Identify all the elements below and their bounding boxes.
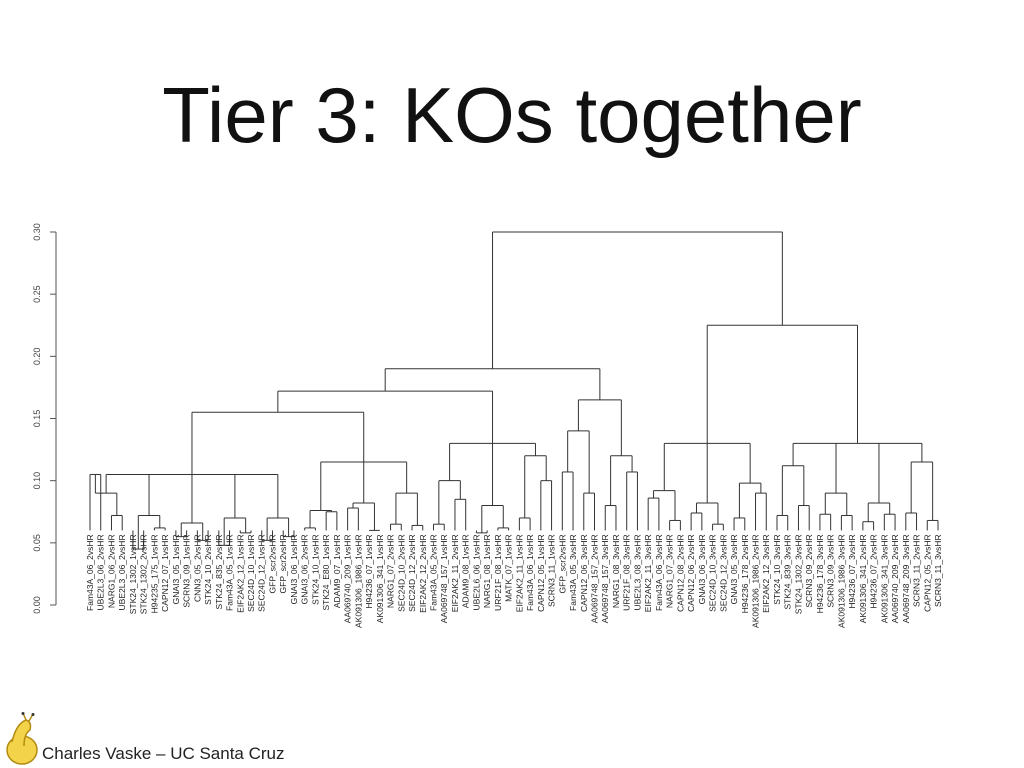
leaf-label: STK24_1302_2vsHR xyxy=(139,534,149,614)
leaf-label: SEC24D_10_1vsHR xyxy=(246,534,256,611)
leaf-label: EIF2AK2_12_2vsHR xyxy=(418,534,428,612)
leaf-label: NARG1_08_3vsHR xyxy=(611,534,621,608)
leaf-label: GNAI3_05_1vsHR xyxy=(171,534,181,604)
leaf-label: STK24_1302_1vsHR xyxy=(128,534,138,614)
banana-slug-logo-icon xyxy=(6,712,38,765)
leaf-label: Fam43A_05_1vsHR xyxy=(225,534,235,611)
leaf-label: SCRN3_09_3vsHR xyxy=(826,534,836,607)
leaf-label: SCRN3_11_3vsHR xyxy=(933,534,943,607)
y-tick-label: 0.25 xyxy=(32,285,42,303)
leaf-label: H94236_07_2vsHR xyxy=(869,534,879,608)
leaf-label: NARG1_07_2vsHR xyxy=(386,534,396,608)
y-tick-label: 0.05 xyxy=(32,534,42,552)
leaf-label: GNAI3_06_1vsHR xyxy=(289,534,299,604)
leaf-label: SCRN3_11_1vsHR xyxy=(547,534,557,607)
leaf-label: UBE2L3_06_2vsHR xyxy=(96,534,106,610)
leaf-label: AA069748_157_3vsHR xyxy=(600,534,610,623)
leaf-label: ADAM9_07_1vsHR xyxy=(332,534,342,608)
leaf-label: AK091306_1986_1vsHR xyxy=(353,534,363,628)
leaf-label: STK24_1302_3vsHR xyxy=(793,534,803,614)
leaf-label: UBE2L3_06_2vsHR xyxy=(117,534,127,610)
leaf-label: H94236_07_3vsHR xyxy=(847,534,857,608)
leaf-label: URF21F_08_3vsHR xyxy=(622,534,632,611)
leaf-label: SEC24D_10_3vsHR xyxy=(708,534,718,611)
leaf-label: STK24_835_2vsHR xyxy=(214,534,224,609)
leaf-label: Fam43A_05_2vsHR xyxy=(428,534,438,611)
leaf-label: CAPN12_05_2vsHR xyxy=(922,534,932,611)
leaf-label: AK091306_341_1vsHR xyxy=(375,534,385,623)
leaf-label: H94236_178_2vsHR xyxy=(740,534,750,613)
leaf-label: CAPN12_07_1vsHR xyxy=(160,534,170,611)
leaf-label: AK091306_1986_3vsHR xyxy=(836,534,846,628)
slide-title: Tier 3: KOs together xyxy=(162,71,862,159)
leaf-label: EIF2AK2_11_1vsHR xyxy=(514,534,524,612)
leaf-label: STK24_10_3vsHR xyxy=(772,534,782,604)
leaf-label: STK24_839_3vsHR xyxy=(783,534,793,609)
leaf-label: ADAM9_08_1vsHR xyxy=(461,534,471,608)
leaf-label: H94235_175_1vsHR xyxy=(149,534,159,613)
leaf-label: EIF2AK2_12_1vsHR xyxy=(235,534,245,612)
leaf-label: CAPN12_06_3vsHR xyxy=(579,534,589,611)
leaf-label: STK24_10_1vsHR xyxy=(310,534,320,604)
leaf-label: SCRN3_11_2vsHR xyxy=(912,534,922,607)
leaf-label: H94236_178_3vsHR xyxy=(815,534,825,613)
leaf-label: NARG1_06_2vsHR xyxy=(106,534,116,608)
leaf-label: AA069748_209_3vsHR xyxy=(901,534,911,623)
leaf-label: SEC24D_10_2vsHR xyxy=(396,534,406,611)
leaf-label: AA069748_157_1vsHR xyxy=(439,534,449,623)
footer-credit: Charles Vaske – UC Santa Cruz xyxy=(42,744,285,763)
leaf-label: AA069740_209_2vsHR xyxy=(890,534,900,623)
leaf-label: UBE2L6_06_1vsHR xyxy=(471,534,481,610)
leaf-label: SEC24D_12_3vsHR xyxy=(718,534,728,611)
leaf-label: AA069740_209_1vsHR xyxy=(343,534,353,623)
y-tick-label: 0.10 xyxy=(32,472,42,490)
leaf-label: CAPN12_05_1vsHR xyxy=(536,534,546,611)
leaf-label: AK091306_341_2vsHR xyxy=(858,534,868,623)
leaf-label: Fam43A_06_1vsHR xyxy=(525,534,535,611)
leaf-label: AA069748_157_2vsHR xyxy=(590,534,600,623)
leaf-label: CAPN12_06_2vsHR xyxy=(686,534,696,611)
leaf-label: SEC24D_12_1vsHR xyxy=(257,534,267,611)
y-tick-label: 0.20 xyxy=(32,348,42,366)
leaf-label: GNAI3_06_3vsHR xyxy=(697,534,707,604)
leaf-label: EIF2AK2_11_2vsHR xyxy=(450,534,460,612)
leaf-label: Fam43A_05_3vsHR xyxy=(568,534,578,611)
leaf-label: NARG1_08_1vsHR xyxy=(482,534,492,608)
leaf-label: CNN3_05_2vsHR xyxy=(192,534,202,602)
leaf-label: EIF2AK2_11_3vsHR xyxy=(643,534,653,612)
leaf-label: GFP_scr2vsHR xyxy=(557,534,567,593)
leaf-label: STK24_10_2vsHR xyxy=(203,534,213,604)
leaf-label: GNAI3_05_3vsHR xyxy=(729,534,739,604)
leaf-label: NARG1_07_3vsHR xyxy=(665,534,675,608)
leaf-label: UBE2L3_08_3vsHR xyxy=(632,534,642,610)
y-tick-label: 0.30 xyxy=(32,223,42,241)
leaf-label: SEC24D_12_2vsHR xyxy=(407,534,417,611)
y-tick-label: 0.00 xyxy=(32,596,42,614)
y-tick-label: 0.15 xyxy=(32,410,42,428)
leaf-label: Fam43A_06_3vsHR xyxy=(654,534,664,611)
leaf-label: AK091306_341_3vsHR xyxy=(879,534,889,623)
leaf-label: SCRN3_09_2vsHR xyxy=(804,534,814,607)
leaf-label: MATK_07_1vsHR xyxy=(504,534,514,601)
leaf-label: Fam43A_06_2vsHR xyxy=(85,534,95,611)
leaf-label: GFP_scr2vsHR xyxy=(278,534,288,593)
leaf-label: EIF2AK2_12_3vsHR xyxy=(761,534,771,612)
leaf-label: STK24_E80_1vsHR xyxy=(321,534,331,610)
leaf-label: SCRN3_09_1vsHR xyxy=(182,534,192,607)
leaf-label: AK091306_1986_2vsHR xyxy=(751,534,761,628)
leaf-label: GFP_scr2vsHR xyxy=(267,534,277,593)
leaf-label: H94236_07_1vsHR xyxy=(364,534,374,608)
leaf-label: URF21F_08_1vsHR xyxy=(493,534,503,611)
leaf-label: CAPN12_08_2vsHR xyxy=(675,534,685,611)
leaf-label: GNAI3_06_2vsHR xyxy=(300,534,310,604)
